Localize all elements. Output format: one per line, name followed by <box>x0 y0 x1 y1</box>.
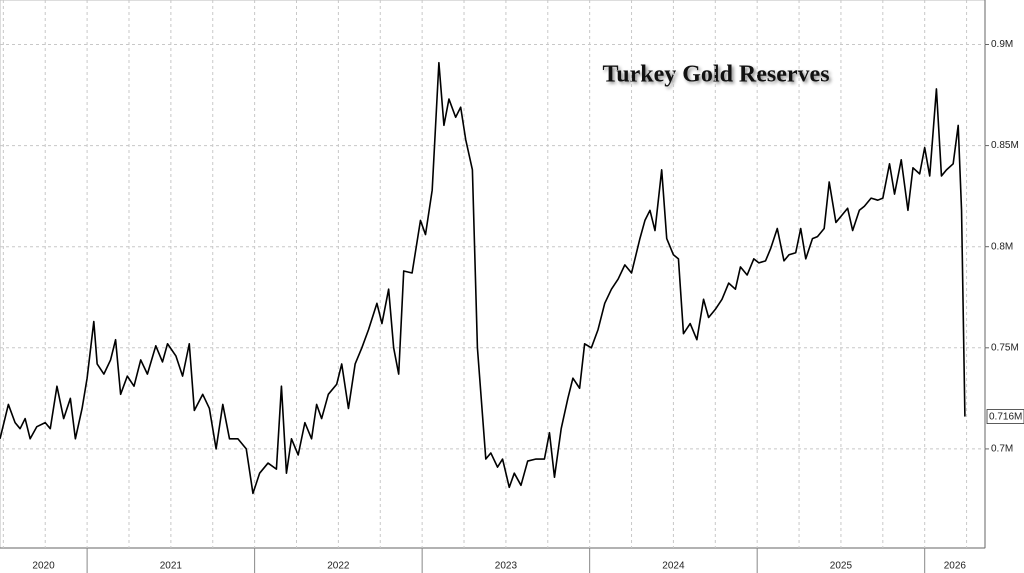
x-tick-label: 2026 <box>944 561 967 572</box>
last-value-tag <box>986 409 1024 424</box>
x-tick-label: 2025 <box>830 561 853 572</box>
x-tick-label: 2024 <box>662 561 685 572</box>
y-tick-label: 0.8M <box>991 241 1013 252</box>
y-tick-label: 0.75M <box>991 342 1019 353</box>
y-tick-label: 0.85M <box>991 140 1019 151</box>
x-tick-label: 2021 <box>160 561 183 572</box>
y-tick-label: 0.9M <box>991 39 1013 50</box>
x-tick-label: 2020 <box>32 561 55 572</box>
x-tick-label: 2023 <box>495 561 518 572</box>
x-tick-label: 2022 <box>327 561 350 572</box>
line-series <box>0 61 966 495</box>
plot-area <box>0 0 986 549</box>
y-tick-label: 0.7M <box>991 444 1013 455</box>
last-value-label: 0.716M <box>989 412 1022 423</box>
chart-title: Turkey Gold Reserves <box>602 62 829 88</box>
